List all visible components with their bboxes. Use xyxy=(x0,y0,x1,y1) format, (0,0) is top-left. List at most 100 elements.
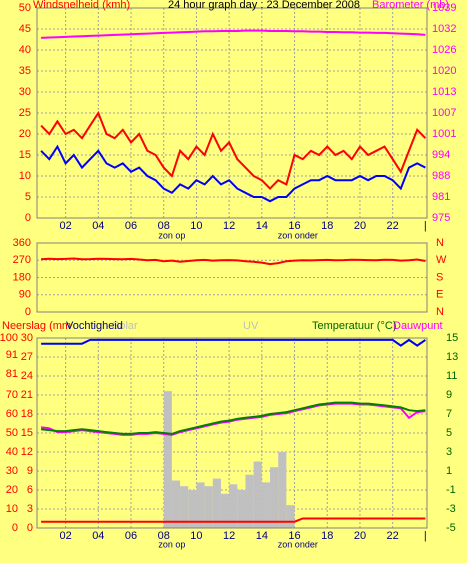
y-tick-label: 81 xyxy=(6,368,18,380)
y-tick-label: 981 xyxy=(432,191,450,203)
x-tick-label: 10 xyxy=(190,530,202,542)
y-tick-label: 40 xyxy=(6,446,18,458)
series-line xyxy=(41,29,426,39)
y-tick-label: 20 xyxy=(19,128,31,140)
solar-bar xyxy=(278,452,287,528)
plot-frame xyxy=(36,337,428,529)
y-tick-label: 0 xyxy=(25,212,31,224)
x-tick-label: 22 xyxy=(387,220,399,232)
x-tick-label: 22 xyxy=(387,530,399,542)
y2-axis-title: Barometer (mb) xyxy=(372,0,449,11)
y-tick-label: 180 xyxy=(13,271,31,283)
y-tick-label: 30 xyxy=(19,86,31,98)
y-tick-label: N xyxy=(436,237,444,249)
y-tick-label: 50 xyxy=(6,427,18,439)
y-tick-label: 1001 xyxy=(432,128,456,140)
solar-bar xyxy=(163,391,172,528)
y-tick-label: 0 xyxy=(27,522,33,534)
solar-bar xyxy=(196,482,205,528)
solar-bar xyxy=(229,484,238,528)
x-tick-label: 06 xyxy=(125,220,137,232)
legend-entry: Solar xyxy=(112,320,138,332)
annotation: zon op xyxy=(158,539,185,549)
series-line xyxy=(40,401,426,435)
y-tick-label: E xyxy=(436,289,443,301)
y-tick-label: 7 xyxy=(446,408,452,420)
y-tick-label: 1026 xyxy=(432,44,456,56)
x-tick-label: 14 xyxy=(256,530,268,542)
annotation: zon onder xyxy=(278,230,318,240)
annotation: zon op xyxy=(158,230,185,240)
solar-bar xyxy=(245,474,254,528)
x-tick-label: 12 xyxy=(223,530,235,542)
x-tick-label: 04 xyxy=(92,220,104,232)
y-tick-label: 13 xyxy=(446,351,458,363)
solar-bar xyxy=(270,467,279,528)
y-tick-label: 11 xyxy=(446,370,457,382)
x-tick-label: 16 xyxy=(288,220,300,232)
y-tick-label: 60 xyxy=(6,408,18,420)
y-tick-label: W xyxy=(436,254,447,266)
y-tick-label: 15 xyxy=(19,149,31,161)
y-tick-label: 10 xyxy=(6,503,18,515)
y-tick-label: 6 xyxy=(27,484,33,496)
y-tick-label: 1020 xyxy=(432,65,456,77)
y-tick-label: 10 xyxy=(19,170,31,182)
x-tick-label: 20 xyxy=(354,220,366,232)
y-tick-label: 24 xyxy=(21,370,33,382)
solar-bar xyxy=(253,461,262,528)
y-tick-label: 3 xyxy=(446,446,452,458)
x-tick-label: | xyxy=(424,220,427,232)
series-line xyxy=(40,110,427,191)
x-tick-label: 02 xyxy=(59,220,71,232)
y-tick-label: 20 xyxy=(6,484,18,496)
y-tick-label: 1013 xyxy=(432,86,456,98)
y-tick-label: -5 xyxy=(446,522,456,534)
solar-bar xyxy=(237,490,246,528)
y-tick-label: 0 xyxy=(12,522,18,534)
x-tick-label: 02 xyxy=(59,530,71,542)
y-tick-label: 40 xyxy=(19,44,31,56)
x-tick-label: 10 xyxy=(190,220,202,232)
y-tick-label: 9 xyxy=(27,465,33,477)
legend-entry: Dauwpunt xyxy=(393,320,443,332)
y-tick-label: 988 xyxy=(432,170,450,182)
plot-area xyxy=(36,242,428,313)
y-tick-label: 9 xyxy=(446,389,452,401)
x-tick-label: 18 xyxy=(321,530,333,542)
y-tick-label: 15 xyxy=(446,332,458,344)
plot-area xyxy=(36,7,428,219)
legend-entry: UV xyxy=(243,320,259,332)
y-tick-label: N xyxy=(436,306,444,318)
legend-entry: Vochtigheid xyxy=(66,320,123,332)
solar-bar xyxy=(261,482,271,528)
y-tick-label: 1032 xyxy=(432,23,456,35)
x-tick-label: 08 xyxy=(158,530,170,542)
solar-bar xyxy=(188,490,197,528)
y-tick-label: 5 xyxy=(446,427,452,439)
y-tick-label: 35 xyxy=(19,65,31,77)
solar-bar xyxy=(220,493,230,528)
y-tick-label: 12 xyxy=(21,446,33,458)
plot-frame xyxy=(36,242,428,313)
y-tick-label: S xyxy=(436,271,443,283)
solar-bar xyxy=(171,480,181,528)
solar-bar xyxy=(180,486,189,528)
x-tick-label: 14 xyxy=(256,220,268,232)
plot-frame xyxy=(36,7,428,219)
y-tick-label: -1 xyxy=(446,484,456,496)
y-tick-label: 18 xyxy=(21,408,33,420)
y-axis-title: Windsnelheid (kmh) xyxy=(33,0,130,11)
y-tick-label: -3 xyxy=(446,503,456,515)
series-line xyxy=(41,338,426,347)
y-tick-label: 3 xyxy=(27,503,33,515)
x-tick-label: | xyxy=(424,530,427,542)
y-tick-label: 975 xyxy=(432,212,450,224)
legend-entry: Temperatuur (°C) xyxy=(312,320,396,332)
y-tick-label: 1 xyxy=(446,465,452,477)
y-tick-label: 91 xyxy=(6,349,18,361)
y-tick-label: 1039 xyxy=(432,2,456,14)
y-tick-label: 25 xyxy=(19,107,31,119)
y-tick-label: 45 xyxy=(19,23,31,35)
